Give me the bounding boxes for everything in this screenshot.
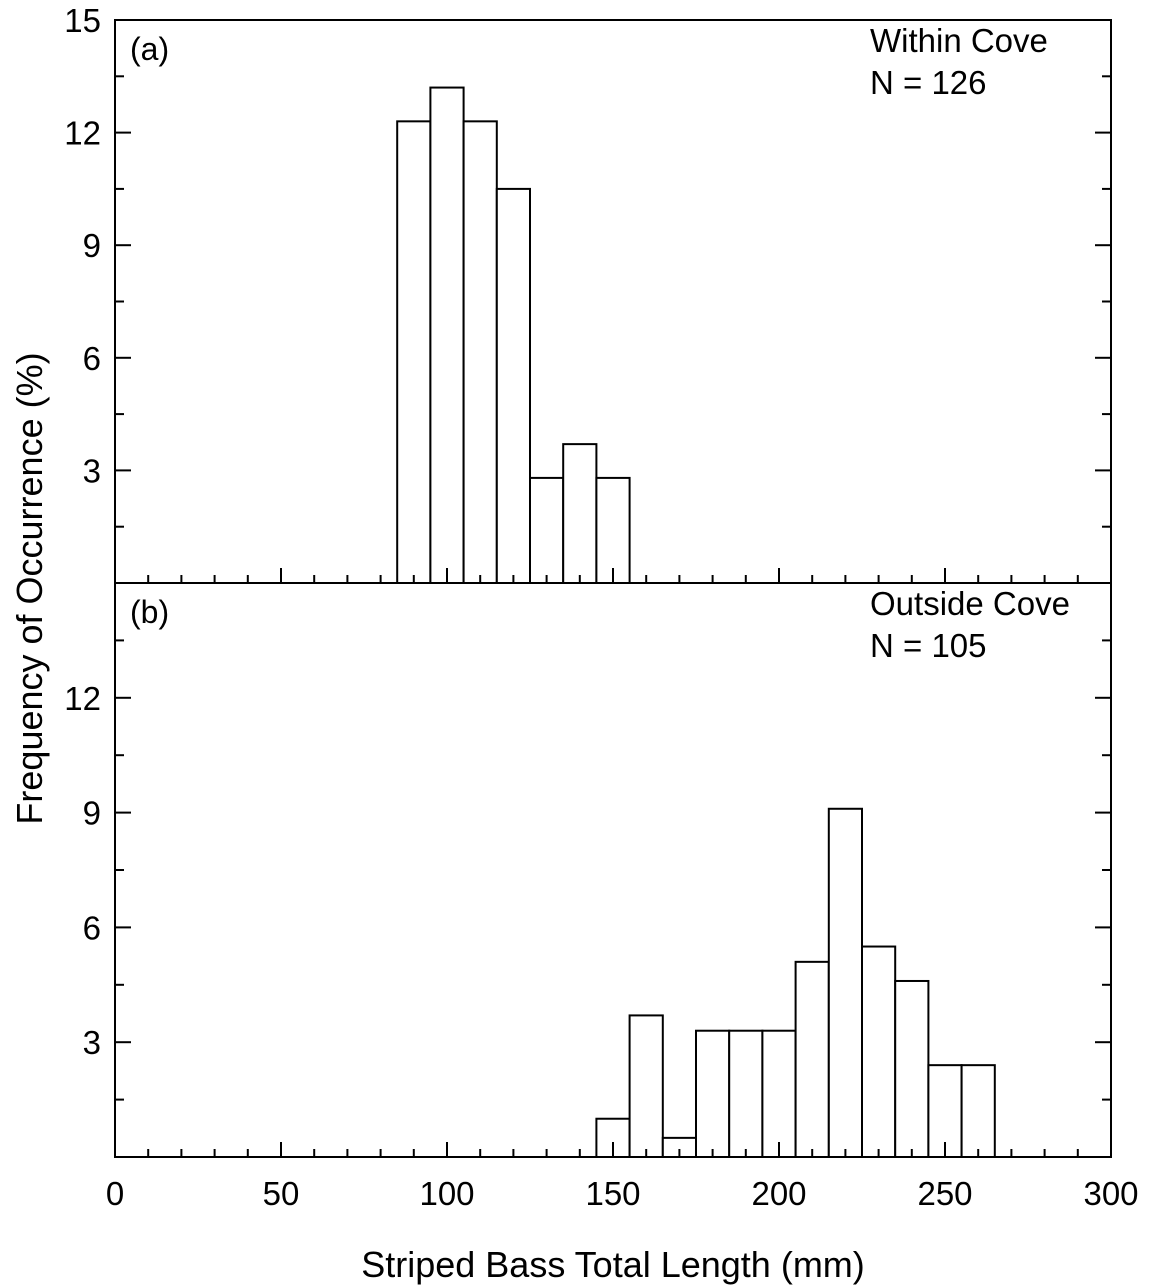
panel-annotation-title: Within Cove (870, 22, 1048, 59)
histogram-bar (861, 945, 897, 1158)
y-tick-label: 9 (83, 795, 101, 832)
x-tick-label: 200 (751, 1175, 806, 1212)
panel-annotation-n: N = 126 (870, 64, 987, 101)
histogram-bar (396, 120, 432, 584)
x-tick-label: 250 (917, 1175, 972, 1212)
y-tick-label: 9 (83, 227, 101, 264)
histogram-bar (529, 476, 565, 585)
histogram-bar (794, 960, 830, 1159)
y-tick-label: 12 (64, 680, 101, 717)
panel-b: 3 6 9 12 (b) Outside Cove N = 105 (64, 582, 1112, 1159)
histogram-bar (562, 443, 598, 585)
histogram-bar (695, 1029, 731, 1158)
y-tick-label: 3 (83, 1024, 101, 1061)
histogram-bar (495, 187, 531, 584)
histogram-bar (894, 979, 930, 1158)
histogram-bar (595, 476, 631, 585)
x-tick-label: 100 (419, 1175, 474, 1212)
y-tick-label: 15 (64, 2, 101, 39)
y-axis-title: Frequency of Occurrence (%) (9, 352, 50, 824)
histogram-bar (960, 1064, 996, 1159)
panels-group: 3 6 9 12 15 (a) Within Cove N = 126 3 6 9 12 (b) Outs… (64, 2, 1138, 1212)
panel-annotation-n: N = 105 (870, 627, 987, 664)
y-tick-label: 6 (83, 340, 101, 377)
x-tick-label: 50 (263, 1175, 300, 1212)
histogram-bar (462, 120, 498, 584)
x-tick-label: 300 (1083, 1175, 1138, 1212)
histogram-bar (827, 807, 863, 1158)
histogram-bar (728, 1029, 764, 1158)
panel-annotation-title: Outside Cove (870, 585, 1070, 622)
x-tick-label: 0 (106, 1175, 124, 1212)
histogram-bar (429, 86, 465, 584)
panel-tag: (a) (130, 31, 169, 67)
x-axis-title: Striped Bass Total Length (mm) (361, 1244, 865, 1285)
x-tick-label: 150 (585, 1175, 640, 1212)
y-tick-label: 12 (64, 115, 101, 152)
y-tick-label: 6 (83, 909, 101, 946)
panel-tag: (b) (130, 594, 169, 630)
panel-a: 3 6 9 12 15 (a) Within Cove N = 126 (64, 2, 1112, 585)
histogram-bar (628, 1014, 664, 1158)
y-tick-label: 3 (83, 452, 101, 489)
histogram-bar (761, 1029, 797, 1158)
